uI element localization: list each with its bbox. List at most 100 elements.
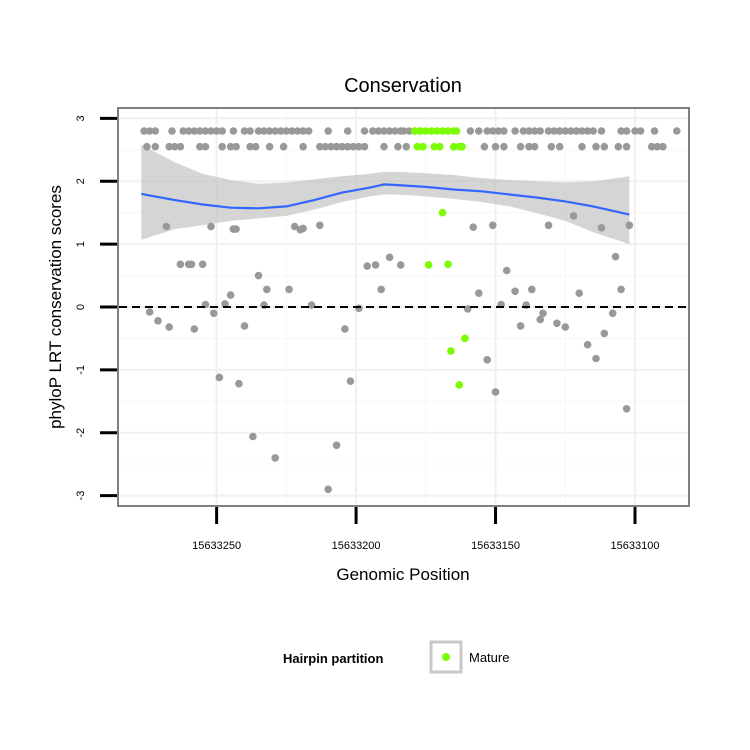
data-point: [190, 325, 199, 333]
data-point: [151, 142, 160, 151]
x-tick-label: 15633100: [611, 540, 660, 552]
data-point: [525, 142, 533, 151]
data-point-mature: [444, 260, 452, 269]
y-tick-label: 0: [75, 304, 87, 310]
data-point: [360, 127, 369, 135]
data-point: [176, 260, 185, 269]
data-point: [555, 127, 564, 135]
data-point: [285, 285, 293, 294]
data-point: [608, 309, 617, 318]
data-point-mature: [419, 142, 427, 151]
data-point-mature: [449, 142, 458, 151]
data-point: [391, 127, 399, 135]
data-point: [235, 379, 243, 388]
data-point: [597, 224, 606, 232]
data-point: [578, 127, 586, 135]
data-point: [466, 127, 475, 135]
data-point: [525, 127, 533, 135]
data-point: [343, 142, 352, 151]
data-point: [349, 142, 358, 151]
data-point: [201, 127, 210, 135]
y-tick-label: 2: [75, 178, 87, 184]
data-point: [622, 142, 631, 151]
data-point: [187, 260, 196, 269]
data-point: [569, 212, 578, 220]
data-point: [402, 142, 411, 151]
data-point: [218, 142, 226, 151]
legend-label-mature: Mature: [469, 650, 509, 665]
data-point: [647, 142, 656, 151]
data-point: [653, 142, 662, 151]
data-point: [299, 127, 307, 135]
data-point: [547, 142, 556, 151]
data-point: [240, 322, 249, 330]
data-point: [572, 127, 581, 135]
data-point: [246, 127, 254, 135]
data-point: [207, 127, 215, 135]
data-point: [299, 142, 307, 151]
data-point-mature: [424, 261, 433, 269]
data-point: [600, 142, 609, 151]
data-point: [338, 142, 346, 151]
data-point: [516, 322, 525, 330]
data-point: [240, 127, 249, 135]
data-point: [363, 262, 372, 270]
data-point: [293, 127, 302, 135]
data-point-mature: [413, 142, 422, 151]
data-point: [380, 142, 388, 151]
data-point: [511, 287, 519, 296]
data-point: [265, 142, 274, 151]
data-point: [265, 127, 274, 135]
data-point: [583, 340, 592, 349]
data-point-mature: [410, 127, 419, 135]
y-tick-label: 1: [75, 241, 87, 247]
confidence-band: [141, 144, 630, 245]
data-point: [511, 127, 519, 135]
data-point: [299, 224, 307, 233]
data-point: [650, 127, 659, 135]
data-point: [321, 142, 330, 151]
data-point: [165, 142, 173, 151]
data-point: [260, 127, 268, 135]
data-point: [145, 308, 154, 316]
data-point: [190, 127, 199, 135]
data-point: [201, 142, 210, 151]
data-point: [583, 127, 592, 135]
data-point: [500, 127, 508, 135]
data-point: [528, 285, 536, 294]
data-point: [625, 221, 634, 230]
data-point: [304, 127, 313, 135]
data-point: [567, 127, 575, 135]
data-point: [491, 388, 500, 396]
data-point: [469, 223, 478, 231]
data-point: [374, 127, 383, 135]
data-point: [254, 127, 263, 135]
data-point: [592, 354, 600, 363]
data-point: [271, 454, 280, 462]
data-point: [355, 142, 363, 151]
data-point: [659, 142, 667, 151]
data-point: [151, 127, 160, 135]
data-point: [140, 127, 148, 135]
data-point: [332, 142, 341, 151]
data-point-mature: [436, 142, 444, 151]
y-axis-label: phyloP LRT conservation scores: [46, 185, 65, 429]
data-point: [536, 315, 544, 324]
data-point: [475, 289, 483, 298]
legend-key-dot: [442, 653, 450, 661]
data-point-mature: [416, 127, 425, 135]
data-point: [575, 289, 583, 298]
data-point: [249, 432, 257, 441]
data-point: [396, 261, 405, 269]
data-point: [316, 142, 324, 151]
data-point: [324, 485, 333, 494]
data-point: [494, 127, 503, 135]
data-point: [154, 317, 162, 325]
data-points: [140, 127, 681, 494]
data-point: [589, 127, 597, 135]
data-point: [232, 142, 240, 151]
data-point: [176, 142, 185, 151]
data-point-mature: [438, 208, 447, 217]
data-point: [215, 373, 224, 382]
data-point: [207, 222, 215, 231]
